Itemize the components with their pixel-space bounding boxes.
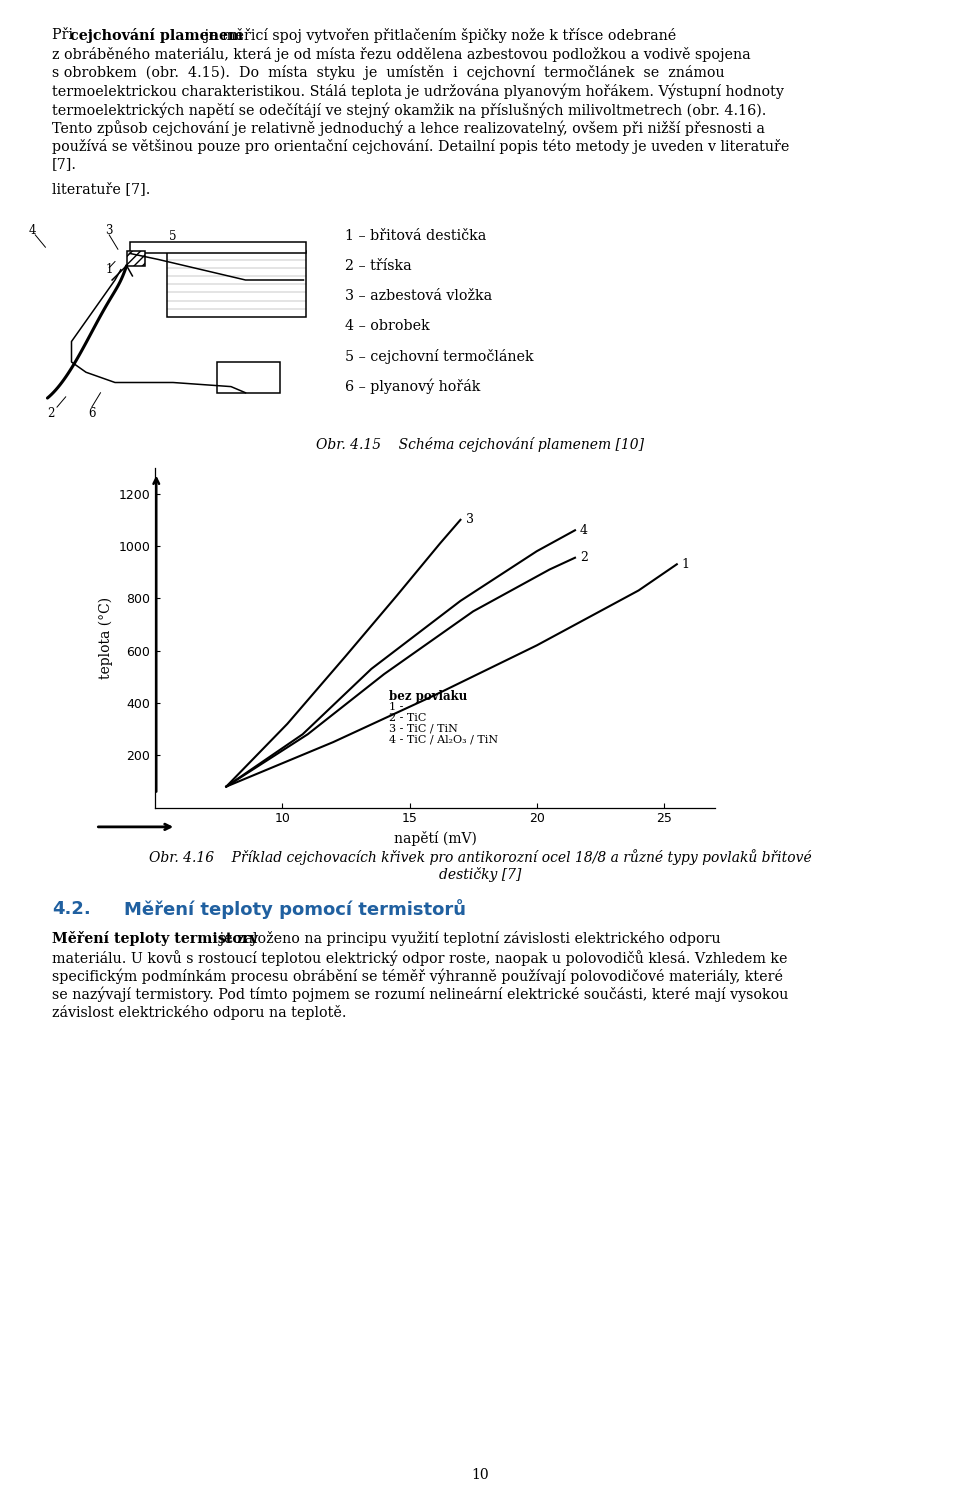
Text: Měření teploty pomocí termistorů: Měření teploty pomocí termistorů [124, 899, 466, 920]
Text: je měřicí spoj vytvořen přitlačením špičky nože k třísce odebrané: je měřicí spoj vytvořen přitlačením špič… [200, 28, 676, 43]
Text: [7].: [7]. [52, 158, 77, 171]
Text: 3: 3 [466, 513, 473, 526]
Text: 4 – obrobek: 4 – obrobek [345, 319, 430, 332]
Text: literatuře [7].: literatuře [7]. [52, 182, 151, 195]
Text: je založeno na principu využití teplotní závislosti elektrického odporu: je založeno na principu využití teplotní… [215, 932, 721, 947]
Text: Při: Při [52, 28, 78, 42]
Text: 1 -: 1 - [389, 702, 403, 711]
Text: s obrobkem  (obr.  4.15).  Do  místa  styku  je  umístěn  i  cejchovní  termočlá: s obrobkem (obr. 4.15). Do místa styku j… [52, 66, 725, 81]
Text: 3 - TiC / TiN: 3 - TiC / TiN [389, 723, 458, 734]
Text: 1: 1 [106, 264, 113, 276]
Text: používá se většinou pouze pro orientační cejchování. Detailní popis této metody : používá se většinou pouze pro orientační… [52, 139, 789, 154]
X-axis label: napětí (mV): napětí (mV) [394, 830, 476, 845]
Text: materiálu. U kovů s rostoucí teplotou elektrický odpor roste, naopak u polovodič: materiálu. U kovů s rostoucí teplotou el… [52, 950, 787, 966]
Text: 2 – tříska: 2 – tříska [345, 258, 412, 273]
Text: termoelektrických napětí se odečítájí ve stejný okamžik na příslušných milivoltm: termoelektrických napětí se odečítájí ve… [52, 101, 766, 118]
Text: termoelektrickou charakteristikou. Stálá teplota je udržována plyanovým hořákem.: termoelektrickou charakteristikou. Stálá… [52, 83, 784, 98]
Text: 3: 3 [106, 224, 113, 237]
Text: 2: 2 [580, 552, 588, 564]
Text: 1 – břitová destička: 1 – břitová destička [345, 228, 487, 243]
Bar [217, 362, 280, 392]
Text: 2 - TiC: 2 - TiC [389, 713, 426, 723]
Text: 10: 10 [471, 1469, 489, 1482]
Text: Obr. 4.16    Příklad cejchovacích křivek pro antikorozní ocel 18/8 a různé typy : Obr. 4.16 Příklad cejchovacích křivek pr… [149, 850, 811, 865]
Bar [127, 252, 146, 265]
Text: závislost elektrického odporu na teplotě.: závislost elektrického odporu na teplotě… [52, 1005, 347, 1020]
Text: 2: 2 [47, 407, 55, 420]
Text: 6: 6 [88, 407, 96, 420]
Text: 4.2.: 4.2. [52, 899, 91, 917]
Text: z obráběného materiálu, která je od místa řezu oddělena azbestovou podložkou a v: z obráběného materiálu, která je od míst… [52, 46, 751, 61]
Bar [167, 252, 306, 318]
Text: specifickým podmínkám procesu obrábění se téměř výhranně používají polovodičové : specifickým podmínkám procesu obrábění s… [52, 969, 783, 984]
Text: Obr. 4.15    Schéma cejchování plamenem [10]: Obr. 4.15 Schéma cejchování plamenem [10… [316, 437, 644, 452]
Text: 5 – cejchovní termočlánek: 5 – cejchovní termočlánek [345, 349, 534, 364]
Text: 5: 5 [169, 231, 177, 243]
Text: se nazývají termistory. Pod tímto pojmem se rozumí nelineární elektrické součást: se nazývají termistory. Pod tímto pojmem… [52, 987, 788, 1002]
Y-axis label: teplota (°C): teplota (°C) [98, 596, 112, 678]
Text: 4: 4 [29, 224, 36, 237]
Text: 1: 1 [682, 558, 690, 571]
Text: cejchování plamenem: cejchování plamenem [70, 28, 243, 43]
Text: destičky [7]: destičky [7] [439, 866, 521, 881]
Text: 4: 4 [580, 523, 588, 537]
Text: 3 – azbestová vložka: 3 – azbestová vložka [345, 288, 492, 303]
Text: bez povlaku: bez povlaku [389, 690, 468, 702]
Text: Měření teploty termistory: Měření teploty termistory [52, 932, 257, 947]
Text: 4 - TiC / Al₂O₃ / TiN: 4 - TiC / Al₂O₃ / TiN [389, 735, 498, 744]
Text: 6 – plyanový hořák: 6 – plyanový hořák [345, 379, 480, 394]
Bar [130, 242, 306, 253]
Text: Tento způsob cejchování je relativně jednoduchý a lehce realizovatelný, ovšem př: Tento způsob cejchování je relativně jed… [52, 121, 765, 136]
